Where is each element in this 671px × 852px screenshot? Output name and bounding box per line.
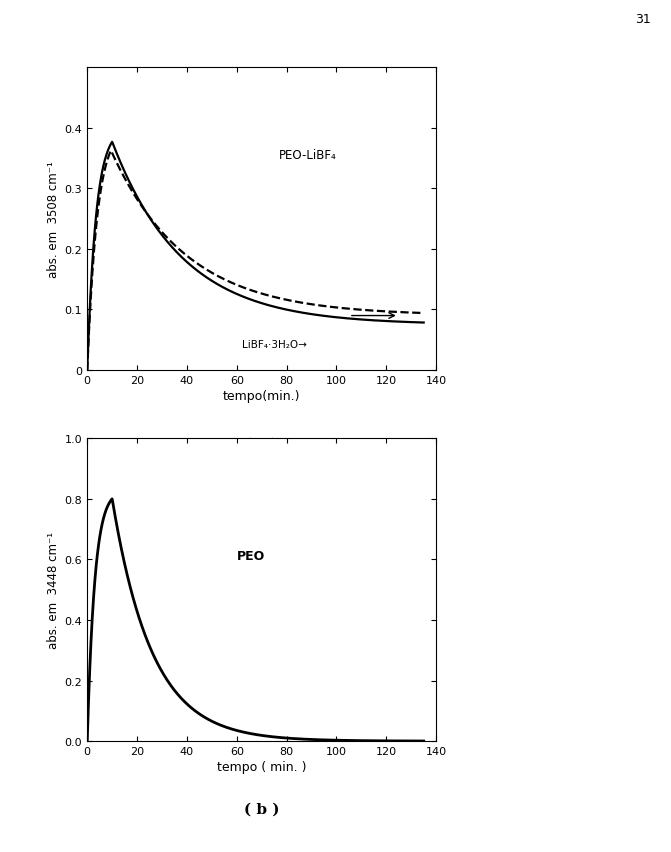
Text: ( b ): ( b ) (244, 802, 279, 815)
Text: LiBF₄·3H₂O→: LiBF₄·3H₂O→ (242, 340, 307, 349)
Text: PEO: PEO (238, 550, 266, 563)
X-axis label: tempo ( min. ): tempo ( min. ) (217, 760, 307, 774)
Y-axis label: abs. em  3508 cm⁻¹: abs. em 3508 cm⁻¹ (48, 161, 60, 278)
Y-axis label: abs. em  3448 cm⁻¹: abs. em 3448 cm⁻¹ (48, 532, 60, 648)
X-axis label: tempo(min.): tempo(min.) (223, 389, 301, 403)
Text: 31: 31 (635, 13, 651, 26)
Text: PEO-LiBF₄: PEO-LiBF₄ (279, 149, 337, 162)
Text: ( a ): ( a ) (244, 437, 279, 452)
